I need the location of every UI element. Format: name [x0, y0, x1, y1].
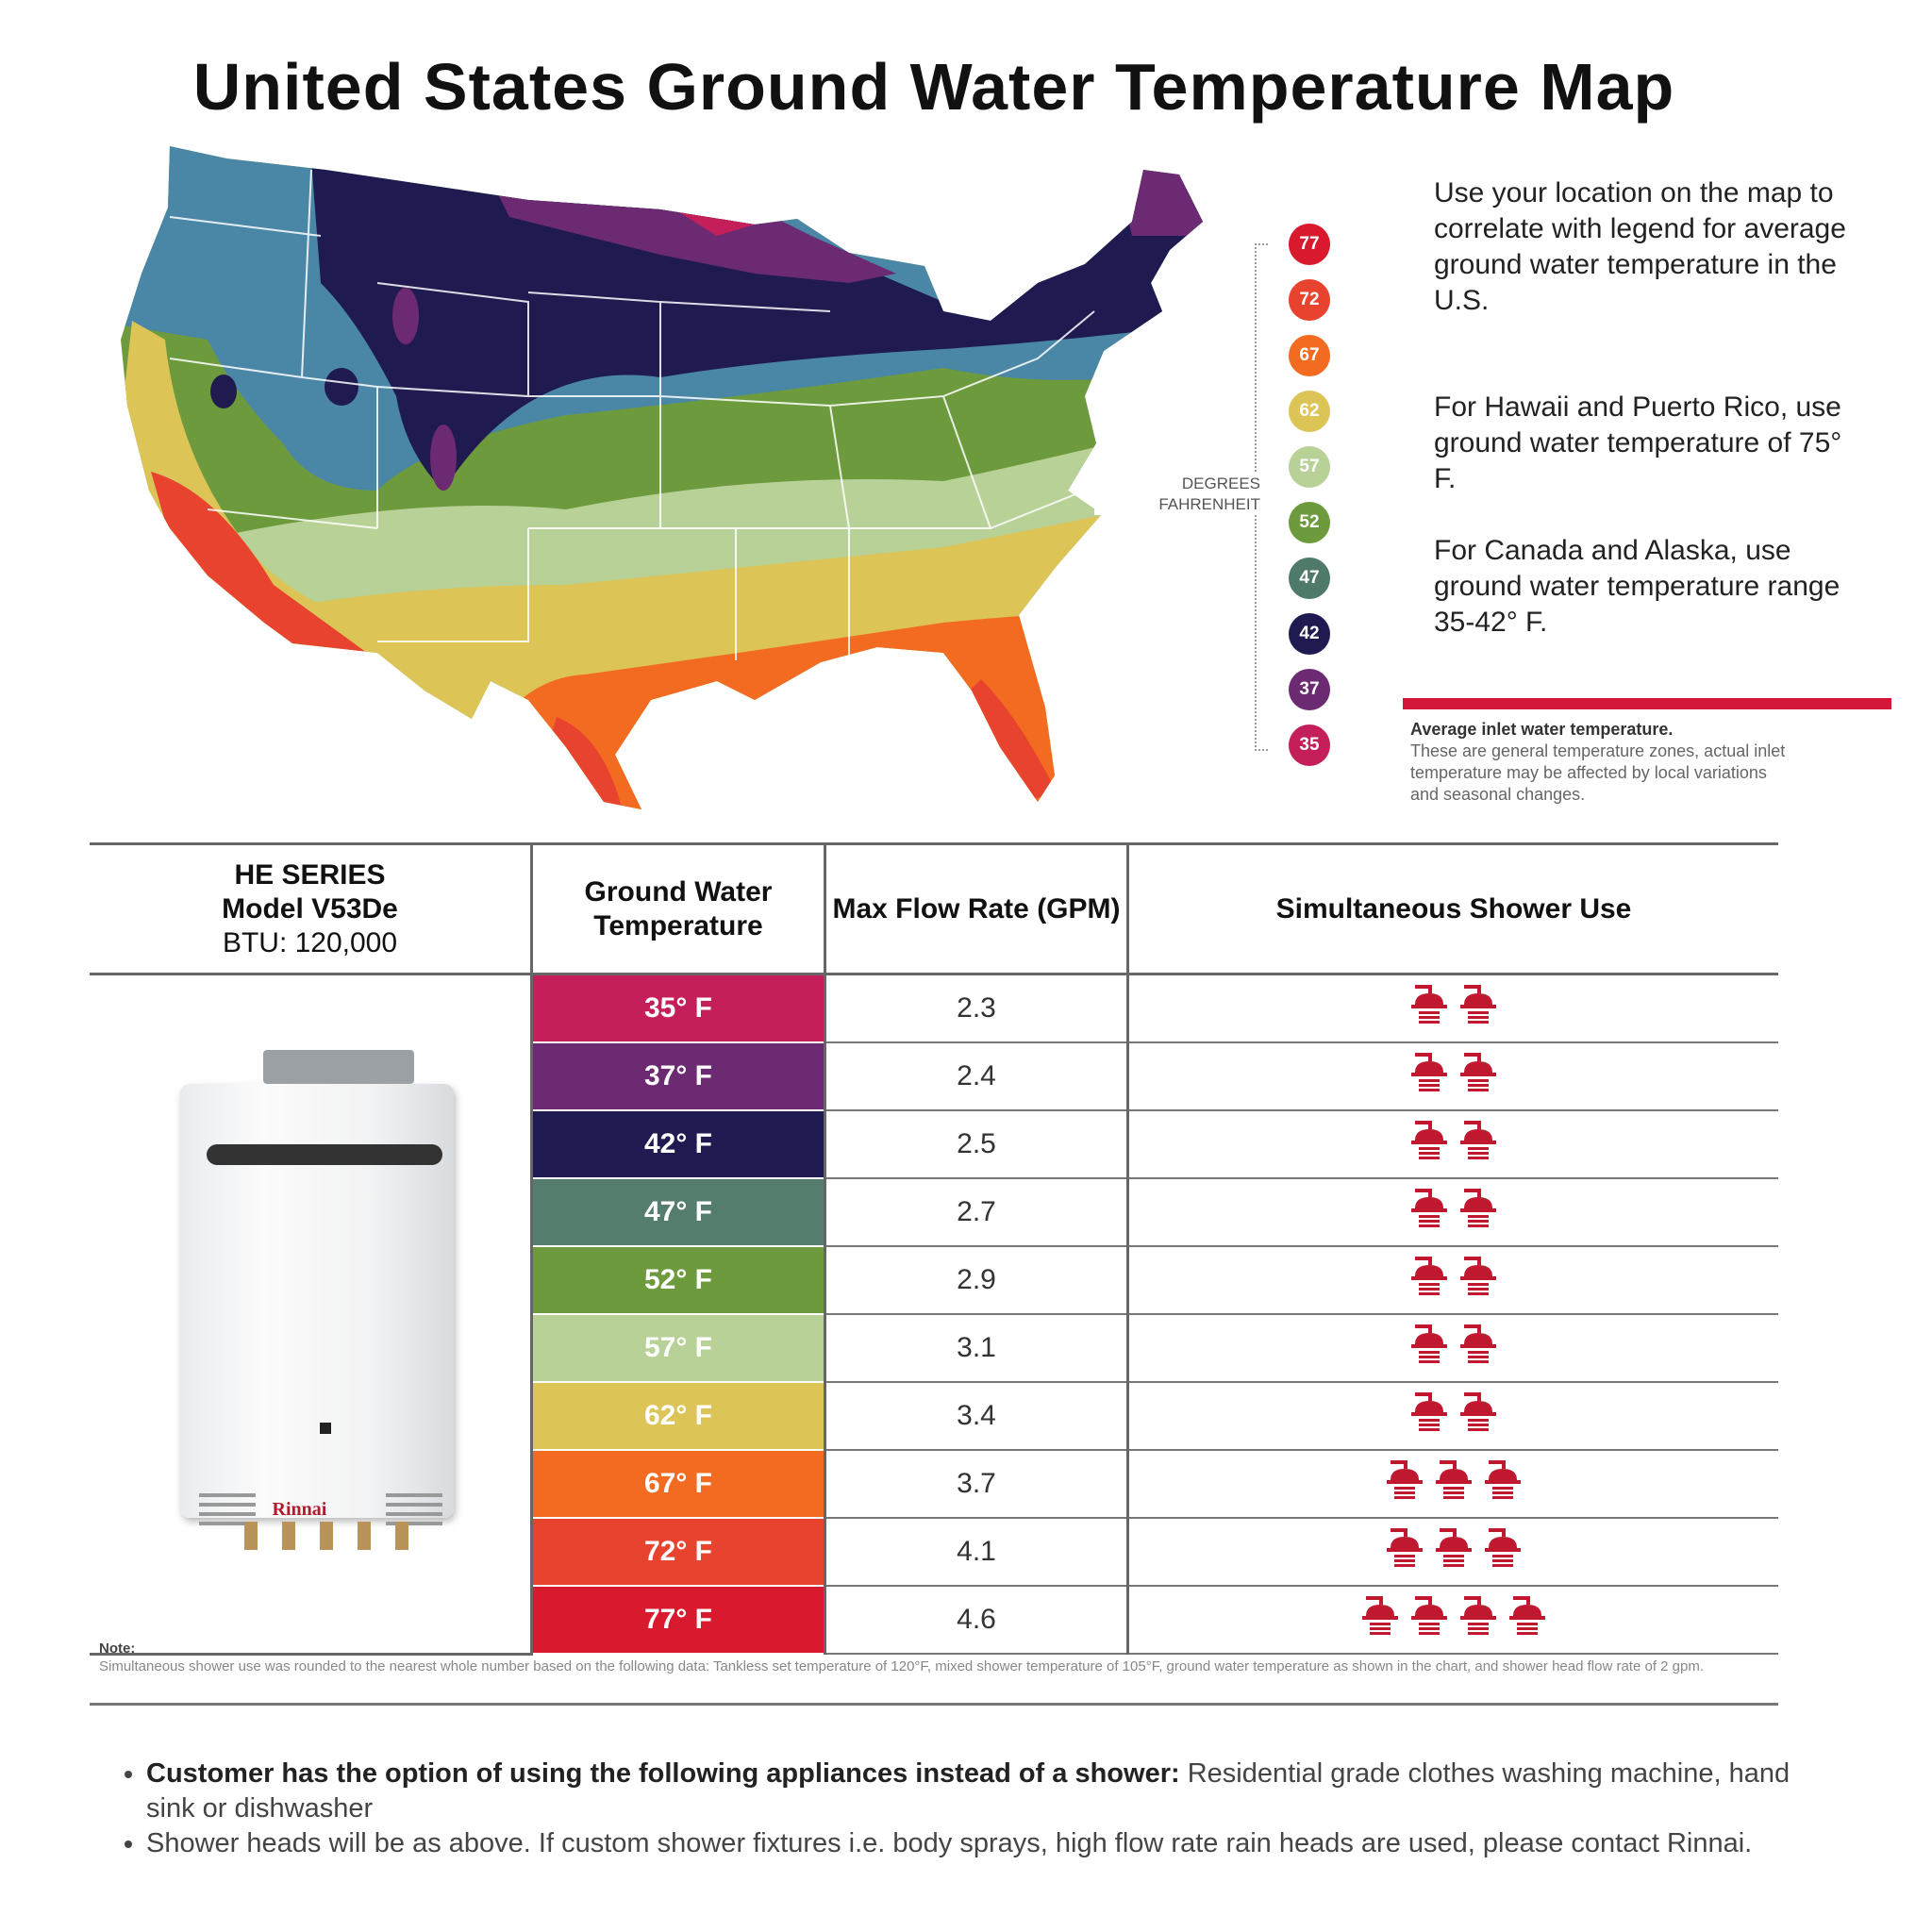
- table-row: 57° F 3.1: [90, 1314, 1778, 1383]
- divider-bar: [1403, 698, 1891, 709]
- shower-icon: [1458, 1188, 1498, 1237]
- bullet-list: Customer has the option of using the fol…: [90, 1757, 1844, 1861]
- temp-cell: 72° F: [530, 1518, 825, 1587]
- flow-cell: 4.1: [824, 1518, 1128, 1587]
- flow-rate-table: HE SERIES Model V53De BTU: 120,000 Groun…: [90, 842, 1778, 1656]
- shower-icon: [1458, 1256, 1498, 1305]
- temp-cell: 52° F: [530, 1246, 825, 1315]
- legend-dot-62: 62: [1289, 391, 1330, 432]
- flow-header: Max Flow Rate (GPM): [824, 842, 1128, 975]
- legend-dot-47: 47: [1289, 558, 1330, 599]
- divider: [90, 1703, 1778, 1706]
- legend-dot-35: 35: [1289, 724, 1330, 766]
- bullet-item: Shower heads will be as above. If custom…: [146, 1826, 1844, 1861]
- shower-cell: [1126, 1314, 1778, 1383]
- shower-icon: [1458, 984, 1498, 1033]
- shower-icon: [1458, 1595, 1498, 1644]
- table-row: 42° F 2.5: [90, 1110, 1778, 1179]
- shower-icon: [1385, 1527, 1424, 1576]
- shower-icon: [1409, 1188, 1449, 1237]
- flow-cell: 4.6: [824, 1586, 1128, 1655]
- flow-cell: 2.3: [824, 974, 1128, 1043]
- shower-cell: [1126, 1586, 1778, 1655]
- flow-cell: 3.1: [824, 1314, 1128, 1383]
- table-note: Note: Simultaneous shower use was rounde…: [99, 1641, 1705, 1674]
- shower-icon: [1409, 1120, 1449, 1169]
- model-header: HE SERIES Model V53De BTU: 120,000: [90, 842, 532, 975]
- shower-cell: [1126, 1110, 1778, 1179]
- legend-dot-72: 72: [1289, 279, 1330, 321]
- table-row: 52° F 2.9: [90, 1246, 1778, 1315]
- legend-dot-42: 42: [1289, 613, 1330, 655]
- legend-dot-77: 77: [1289, 224, 1330, 265]
- shower-icon: [1434, 1459, 1474, 1508]
- table-row: 72° F 4.1: [90, 1518, 1778, 1587]
- table-row: 47° F 2.7: [90, 1178, 1778, 1247]
- table-row: 62° F 3.4: [90, 1382, 1778, 1451]
- shower-icon: [1385, 1459, 1424, 1508]
- shower-icon: [1458, 1324, 1498, 1373]
- temp-cell: 35° F: [530, 974, 825, 1043]
- info-hawaii: For Hawaii and Puerto Rico, use ground w…: [1434, 391, 1842, 494]
- bullet-item: Customer has the option of using the fol…: [146, 1757, 1844, 1826]
- shower-cell: [1126, 1246, 1778, 1315]
- shower-icon: [1409, 1256, 1449, 1305]
- shower-icon: [1458, 1120, 1498, 1169]
- shower-header: Simultaneous Shower Use: [1126, 842, 1778, 975]
- shower-icon: [1360, 1595, 1400, 1644]
- shower-icon: [1409, 1324, 1449, 1373]
- shower-icon: [1409, 1595, 1449, 1644]
- table-row: 77° F 4.6: [90, 1586, 1778, 1655]
- shower-icon: [1483, 1527, 1523, 1576]
- flow-cell: 2.4: [824, 1042, 1128, 1111]
- info-location: Use your location on the map to correlat…: [1434, 177, 1846, 316]
- temp-cell: 42° F: [530, 1110, 825, 1179]
- temp-cell: 37° F: [530, 1042, 825, 1111]
- shower-cell: [1126, 974, 1778, 1043]
- shower-icon: [1507, 1595, 1547, 1644]
- table-row: 67° F 3.7: [90, 1450, 1778, 1519]
- shower-cell: [1126, 1382, 1778, 1451]
- temp-cell: 47° F: [530, 1178, 825, 1247]
- shower-icon: [1409, 1391, 1449, 1441]
- shower-icon: [1409, 1052, 1449, 1101]
- temp-header: Ground Water Temperature: [530, 842, 825, 975]
- shower-cell: [1126, 1178, 1778, 1247]
- legend-dot-52: 52: [1289, 502, 1330, 543]
- legend-dot-67: 67: [1289, 335, 1330, 376]
- temp-cell: 57° F: [530, 1314, 825, 1383]
- shower-icon: [1458, 1052, 1498, 1101]
- temp-cell: 77° F: [530, 1586, 825, 1655]
- rinnai-logo: Rinnai: [272, 1498, 327, 1520]
- shower-icon: [1458, 1391, 1498, 1441]
- shower-icon: [1434, 1527, 1474, 1576]
- temp-cell: 62° F: [530, 1382, 825, 1451]
- temp-cell: 67° F: [530, 1450, 825, 1519]
- inlet-note: Average inlet water temperature. These a…: [1410, 720, 1786, 804]
- shower-cell: [1126, 1518, 1778, 1587]
- flow-cell: 3.7: [824, 1450, 1128, 1519]
- table-row: 37° F 2.4: [90, 1042, 1778, 1111]
- page-title: United States Ground Water Temperature M…: [192, 50, 1675, 124]
- flow-cell: 2.7: [824, 1178, 1128, 1247]
- flow-cell: 2.5: [824, 1110, 1128, 1179]
- shower-cell: [1126, 1042, 1778, 1111]
- flow-cell: 3.4: [824, 1382, 1128, 1451]
- table-row: Rinnai 35° F 2.3: [90, 974, 1778, 1656]
- legend-dot-37: 37: [1289, 669, 1330, 710]
- shower-icon: [1409, 984, 1449, 1033]
- water-heater-image: Rinnai: [90, 974, 532, 1656]
- shower-icon: [1483, 1459, 1523, 1508]
- legend-dot-57: 57: [1289, 446, 1330, 488]
- flow-cell: 2.9: [824, 1246, 1128, 1315]
- legend-unit-label: DEGREES FAHRENHEIT: [1094, 474, 1260, 515]
- us-ground-water-temperature-map: [121, 146, 1203, 809]
- shower-cell: [1126, 1450, 1778, 1519]
- info-canada: For Canada and Alaska, use ground water …: [1434, 535, 1840, 638]
